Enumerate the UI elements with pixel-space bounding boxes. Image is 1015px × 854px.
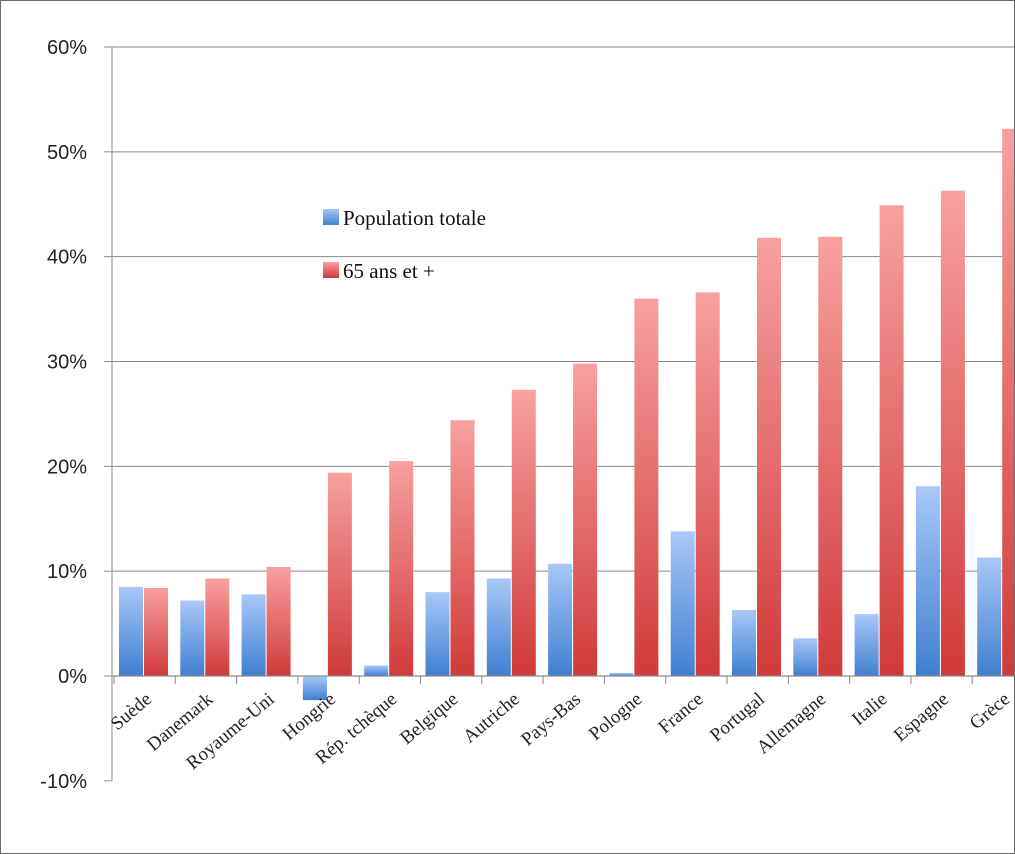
bar-65-ans-et-plus (757, 237, 781, 676)
bar-65-ans-et-plus (266, 566, 291, 676)
legend-swatch (323, 262, 339, 278)
category-label: Espagne (890, 689, 953, 746)
category-label: Belgique (396, 689, 462, 749)
y-tick-label: 10% (47, 561, 87, 583)
bar-65-ans-et-plus (940, 190, 965, 676)
bar-population-totale (486, 578, 511, 676)
legend: Population totale 65 ans et + (323, 206, 486, 283)
bar-population-totale (425, 592, 450, 676)
bar-population-totale (732, 609, 756, 676)
bar-65-ans-et-plus (511, 389, 536, 676)
y-tick-label: 60% (47, 37, 87, 59)
legend-swatch (323, 209, 339, 225)
category-label: Pays-Bas (517, 689, 585, 751)
axes (111, 47, 1014, 781)
bar-population-totale (793, 638, 818, 676)
bar-population-totale (670, 531, 695, 676)
bar-65-ans-et-plus (1002, 128, 1014, 676)
bar-65-ans-et-plus (634, 298, 659, 676)
category-label: Suède (107, 689, 156, 735)
y-tick-label: 40% (47, 247, 87, 269)
y-tick-label: 30% (47, 352, 87, 374)
bar-65-ans-et-plus (573, 363, 598, 676)
bar-population-totale (548, 563, 573, 676)
y-axis-ticks: -10% 0% 10% 20% 30% 40% 50% 60% (40, 37, 112, 793)
y-tick-label: -10% (40, 771, 87, 793)
legend-label: 65 ans et + (343, 259, 435, 283)
legend-label: Population totale (343, 206, 486, 230)
gridlines (112, 46, 1014, 572)
bars (119, 128, 1014, 701)
category-label: Autriche (459, 689, 523, 748)
category-label: Pologne (585, 689, 646, 745)
bar-65-ans-et-plus (205, 578, 230, 676)
bar-65-ans-et-plus (695, 292, 720, 676)
bar-population-totale (977, 557, 1002, 676)
bar-population-totale (609, 672, 634, 676)
bar-population-totale (915, 486, 940, 676)
bar-population-totale (302, 676, 327, 701)
bar-65-ans-et-plus (144, 587, 168, 676)
bar-population-totale (854, 614, 879, 676)
category-label: France (654, 689, 707, 738)
bar-65-ans-et-plus (389, 461, 414, 676)
bar-population-totale (119, 586, 143, 676)
bar-65-ans-et-plus (327, 472, 352, 676)
y-tick-label: 0% (58, 666, 87, 688)
y-tick-label: 50% (47, 142, 87, 164)
y-tick-label: 20% (47, 456, 87, 478)
category-label: Grèce (966, 689, 1014, 734)
category-label: Allemagne (753, 689, 830, 759)
bar-population-totale (180, 600, 205, 676)
bar-65-ans-et-plus (818, 236, 843, 676)
bar-65-ans-et-plus (879, 205, 904, 676)
bar-population-totale (364, 665, 389, 676)
bar-65-ans-et-plus (450, 420, 475, 676)
category-label: Italie (848, 689, 891, 730)
bar-population-totale (241, 594, 266, 676)
